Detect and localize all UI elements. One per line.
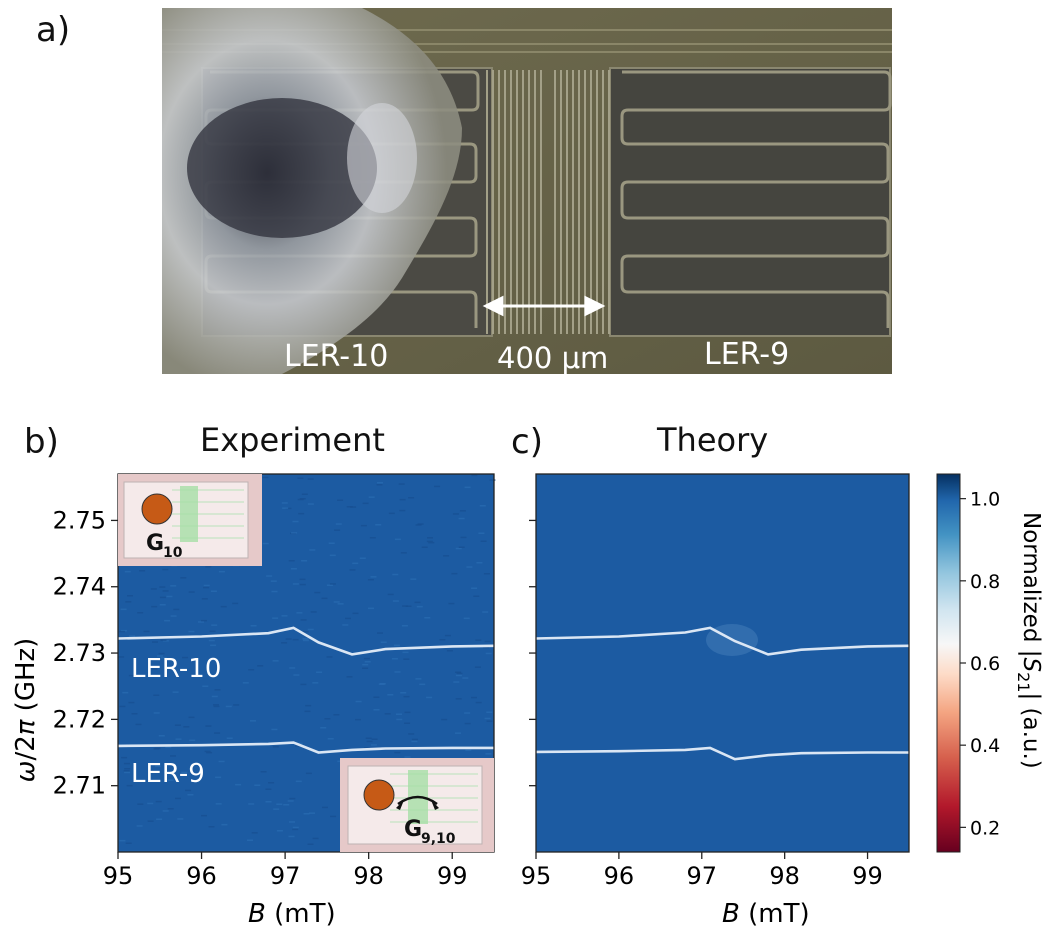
- inset-sample-dot: [141, 493, 173, 525]
- trace-label-ler9: LER-9: [131, 759, 205, 789]
- scale-bar-label: 400 μm: [497, 341, 608, 374]
- colorbar-tick-label: 1.0: [970, 489, 1000, 511]
- coupling-capacitor: [486, 70, 610, 334]
- y-tick-label: 2.75: [53, 506, 106, 534]
- colorbar-tick-label: 0.4: [970, 735, 1000, 757]
- experiment-heatmap: 95 96 97 98 99 2.71 2.72 2.73 2.74 2.75 G 10 G 9,…: [11, 473, 496, 929]
- colorbar: [936, 473, 961, 853]
- inset-single-resonator: G 10: [118, 474, 262, 566]
- trace-label-ler10: LER-10: [131, 654, 221, 684]
- resonator-ler9-meander: [620, 70, 892, 328]
- x-tick-label: 97: [687, 862, 718, 890]
- x-tick-label: 96: [604, 862, 635, 890]
- x-tick-label: 98: [769, 862, 800, 890]
- resonator-ler9-frame: [609, 67, 891, 337]
- inset-g-subscript: 9,10: [421, 831, 456, 847]
- plot-frame: [117, 473, 495, 853]
- label-ler9: LER-9: [704, 337, 789, 372]
- y-tick-label: 2.74: [53, 573, 106, 601]
- x-tick-label: 95: [521, 862, 552, 890]
- sample-film-core: [187, 98, 377, 238]
- y-axis-title: ω/2π (GHz): [11, 638, 41, 783]
- colorbar-tick-label: 0.2: [970, 817, 1000, 839]
- coupling-arrow-icon: [397, 795, 438, 806]
- x-tick-label: 99: [437, 862, 468, 890]
- colorbar-tick-label: 0.6: [970, 653, 1000, 675]
- resonance-line-1: [535, 626, 910, 656]
- resonance-line-1: [117, 626, 495, 656]
- panel-b-title: Experiment: [200, 421, 385, 459]
- x-tick-label: 98: [353, 862, 384, 890]
- panel-c-title: Theory: [657, 421, 769, 459]
- panel-b-letter: b): [24, 422, 59, 462]
- inset-g-label: G: [404, 817, 422, 842]
- x-tick-label: 95: [103, 862, 134, 890]
- x-axis-title: B (mT): [248, 899, 336, 929]
- resonance-line-2: [117, 741, 494, 754]
- micrograph: LER-10 400 μm LER-9: [162, 8, 892, 374]
- heatmap-field: [536, 474, 909, 852]
- y-tick-label: 2.71: [53, 772, 106, 800]
- y-tick-label: 2.72: [53, 705, 106, 733]
- inset-g-subscript: 10: [163, 545, 183, 561]
- resonance-line-2: [535, 746, 909, 761]
- inset-resonator-strip: [180, 486, 198, 542]
- x-tick-label: 96: [186, 862, 217, 890]
- x-tick-label: 99: [852, 862, 883, 890]
- inset-coupled-resonators: G 9,10: [340, 758, 494, 852]
- sample-film-highlight: [347, 103, 417, 213]
- x-tick-label: 97: [270, 862, 301, 890]
- scale-bar: [482, 295, 606, 317]
- y-tick-label: 2.73: [53, 639, 106, 667]
- theory-heatmap: 95 96 97 98 99 B (mT) 0.2 0.4 0.6 0.8 1.0 Normal…: [521, 473, 1044, 929]
- x-axis-title: B (mT): [722, 899, 810, 929]
- plot-frame: [535, 473, 910, 853]
- panel-a-letter: a): [36, 10, 71, 50]
- inset-g-label: G: [146, 531, 164, 556]
- panel-c-letter: c): [511, 422, 543, 462]
- colorbar-tick-label: 0.8: [970, 571, 1000, 593]
- label-ler10: LER-10: [284, 339, 388, 374]
- colorbar-label: Normalized |S21| (a.u.): [1014, 512, 1044, 769]
- inset-sample-dot: [363, 779, 395, 811]
